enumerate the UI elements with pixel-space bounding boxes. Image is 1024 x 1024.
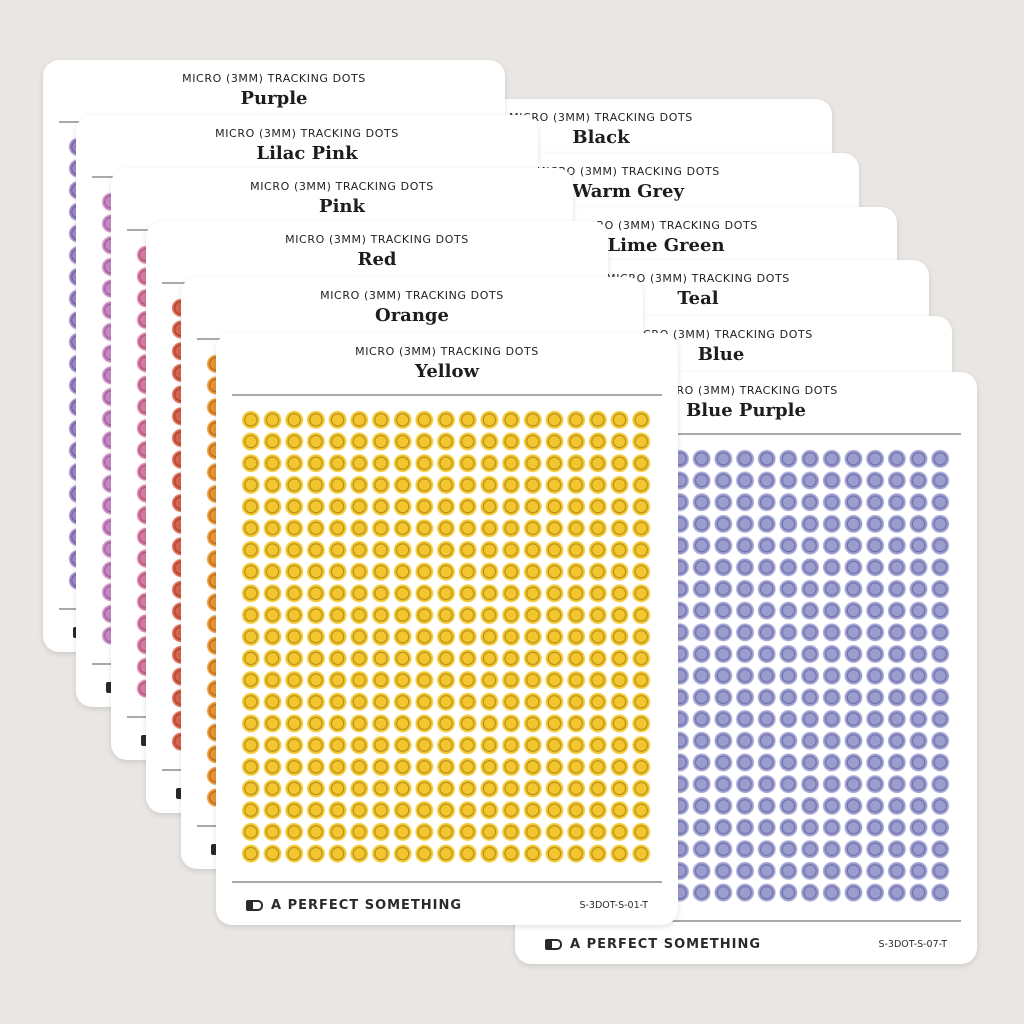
- sheet-color-name: Blue Purple: [686, 400, 806, 421]
- sheet-kicker: MICRO (3MM) TRACKING DOTS: [536, 165, 720, 178]
- sticker-sheet-yellow: MICRO (3MM) TRACKING DOTS Yellow A PERFECT…: [216, 333, 678, 925]
- sheet-kicker: MICRO (3MM) TRACKING DOTS: [355, 345, 539, 358]
- sheet-footer: A PERFECT SOMETHING S-3DOT-S-07-T: [545, 935, 947, 953]
- sheet-kicker: MICRO (3MM) TRACKING DOTS: [215, 127, 399, 140]
- sheet-color-name: Black: [572, 127, 630, 148]
- footer-divider: [531, 920, 961, 922]
- header-divider: [531, 433, 961, 435]
- sheet-kicker: MICRO (3MM) TRACKING DOTS: [606, 272, 790, 285]
- brand-name: A PERFECT SOMETHING: [271, 897, 463, 913]
- sheet-kicker: MICRO (3MM) TRACKING DOTS: [629, 328, 813, 341]
- sheet-color-name: Teal: [677, 288, 719, 309]
- sheet-kicker: MICRO (3MM) TRACKING DOTS: [285, 233, 469, 246]
- sheet-color-name: Lime Green: [607, 235, 725, 256]
- brand-logo-icon: [545, 938, 562, 950]
- dot-grid: [240, 409, 653, 865]
- sheet-color-name: Warm Grey: [572, 181, 684, 202]
- brand-logo-icon: [246, 899, 263, 911]
- product-code: S-3DOT-S-07-T: [878, 938, 947, 950]
- sheet-color-name: Lilac Pink: [256, 143, 358, 164]
- sheet-kicker: MICRO (3MM) TRACKING DOTS: [250, 180, 434, 193]
- sheet-kicker: MICRO (3MM) TRACKING DOTS: [320, 289, 504, 302]
- sheet-kicker: MICRO (3MM) TRACKING DOTS: [509, 111, 693, 124]
- sheet-color-name: Pink: [319, 196, 365, 217]
- sheet-color-name: Red: [357, 249, 397, 270]
- sheet-color-name: Purple: [240, 88, 308, 109]
- sheet-kicker: MICRO (3MM) TRACKING DOTS: [182, 72, 366, 85]
- header-divider: [232, 394, 662, 396]
- sheet-color-name: Yellow: [415, 361, 479, 382]
- sheet-color-name: Orange: [375, 305, 449, 326]
- sheet-kicker: MICRO (3MM) TRACKING DOTS: [574, 219, 758, 232]
- product-code: S-3DOT-S-01-T: [579, 899, 648, 911]
- sheet-kicker: MICRO (3MM) TRACKING DOTS: [654, 384, 838, 397]
- footer-divider: [232, 881, 662, 883]
- sheet-color-name: Blue: [697, 344, 745, 365]
- sheet-footer: A PERFECT SOMETHING S-3DOT-S-01-T: [246, 896, 648, 914]
- brand-name: A PERFECT SOMETHING: [570, 936, 762, 952]
